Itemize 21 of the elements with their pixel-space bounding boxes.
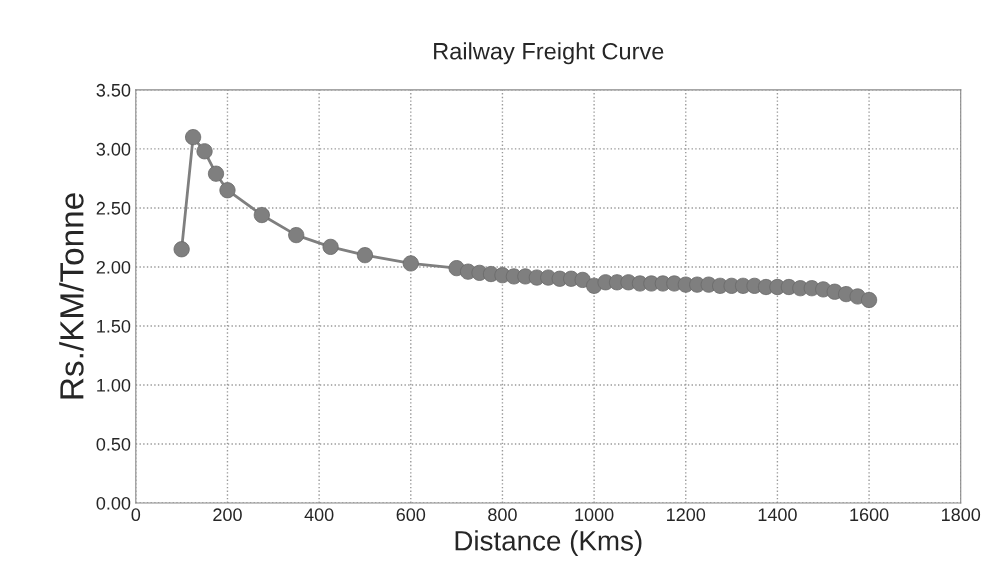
y-tick-label: 3.50	[96, 83, 131, 97]
chart-title: Railway Freight Curve	[434, 42, 664, 65]
x-tick-label: 1000	[575, 508, 614, 522]
x-tick-label: 600	[396, 508, 426, 522]
y-axis-title: Rs./KM/Tonne	[59, 193, 84, 399]
y-tick-label: 0.00	[96, 496, 131, 510]
y-tick-label: 1.00	[97, 378, 131, 392]
y-tick-label: 2.50	[96, 201, 131, 215]
x-tick-label: 0	[131, 508, 141, 522]
y-tick-label: 0.50	[96, 437, 131, 451]
y-tick-label: 3.00	[96, 142, 131, 156]
x-tick-label: 1600	[850, 508, 889, 522]
x-tick-label: 1200	[667, 508, 706, 522]
x-tick-label: 800	[488, 508, 517, 522]
x-tick-label: 400	[304, 508, 334, 522]
x-tick-label: 1800	[942, 508, 981, 522]
x-axis-title: Distance (Kms)	[455, 530, 642, 557]
x-tick-label: 200	[213, 508, 242, 522]
y-tick-label: 2.00	[96, 260, 131, 274]
y-tick-label: 1.50	[97, 319, 131, 333]
x-tick-label: 1400	[758, 508, 797, 522]
